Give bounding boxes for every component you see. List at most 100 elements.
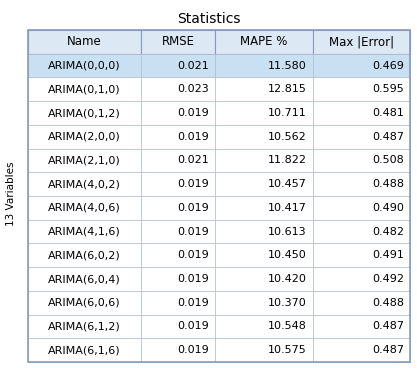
Text: 0.492: 0.492 — [372, 274, 404, 284]
Text: 0.488: 0.488 — [372, 179, 404, 189]
Text: 0.490: 0.490 — [372, 203, 404, 213]
Text: ARIMA(6,0,6): ARIMA(6,0,6) — [48, 298, 121, 308]
Text: 0.019: 0.019 — [177, 298, 209, 308]
Bar — [313, 149, 410, 172]
Bar — [313, 291, 410, 315]
Text: 10.370: 10.370 — [268, 298, 306, 308]
Text: 10.420: 10.420 — [268, 274, 306, 284]
Text: Name: Name — [67, 35, 102, 48]
Bar — [215, 196, 313, 220]
Bar — [28, 291, 141, 315]
Text: 10.711: 10.711 — [268, 108, 306, 118]
Bar — [28, 54, 141, 77]
Bar — [141, 172, 215, 196]
Text: 0.021: 0.021 — [177, 155, 209, 166]
Text: ARIMA(6,1,6): ARIMA(6,1,6) — [48, 345, 121, 355]
Text: 0.508: 0.508 — [372, 155, 404, 166]
Bar — [141, 149, 215, 172]
Text: 0.019: 0.019 — [177, 132, 209, 142]
Bar — [28, 338, 141, 362]
Text: MAPE %: MAPE % — [240, 35, 288, 48]
Bar — [215, 77, 313, 101]
Text: 11.580: 11.580 — [268, 61, 306, 71]
Bar — [215, 315, 313, 338]
Bar — [28, 125, 141, 149]
Text: 11.822: 11.822 — [268, 155, 306, 166]
Bar — [313, 338, 410, 362]
Text: ARIMA(2,1,0): ARIMA(2,1,0) — [48, 155, 121, 166]
Bar — [141, 101, 215, 125]
Text: ARIMA(2,0,0): ARIMA(2,0,0) — [48, 132, 121, 142]
Bar — [141, 315, 215, 338]
Bar — [313, 196, 410, 220]
Bar — [28, 172, 141, 196]
Text: 0.019: 0.019 — [177, 179, 209, 189]
Bar — [313, 125, 410, 149]
Bar — [141, 196, 215, 220]
Text: 0.487: 0.487 — [372, 321, 404, 332]
Bar — [215, 149, 313, 172]
Text: ARIMA(6,0,4): ARIMA(6,0,4) — [48, 274, 121, 284]
Text: 0.019: 0.019 — [177, 274, 209, 284]
Text: 10.575: 10.575 — [268, 345, 306, 355]
Bar — [313, 101, 410, 125]
Text: RMSE: RMSE — [161, 35, 194, 48]
Bar — [28, 101, 141, 125]
Text: 12.815: 12.815 — [268, 84, 306, 94]
Bar — [28, 30, 141, 54]
Bar — [215, 30, 313, 54]
Bar — [28, 196, 141, 220]
Bar — [141, 338, 215, 362]
Text: 0.481: 0.481 — [372, 108, 404, 118]
Bar — [215, 125, 313, 149]
Text: ARIMA(0,0,0): ARIMA(0,0,0) — [48, 61, 121, 71]
Bar — [313, 243, 410, 267]
Text: 0.595: 0.595 — [372, 84, 404, 94]
Text: 0.487: 0.487 — [372, 345, 404, 355]
Bar — [141, 267, 215, 291]
Text: 10.562: 10.562 — [268, 132, 306, 142]
Bar — [28, 220, 141, 243]
Bar — [141, 30, 215, 54]
Text: ARIMA(0,1,0): ARIMA(0,1,0) — [48, 84, 121, 94]
Bar — [313, 172, 410, 196]
Text: 0.023: 0.023 — [177, 84, 209, 94]
Bar — [313, 54, 410, 77]
Bar — [141, 243, 215, 267]
Text: 0.021: 0.021 — [177, 61, 209, 71]
Bar — [28, 77, 141, 101]
Bar — [28, 149, 141, 172]
Text: 13 Variables: 13 Variables — [6, 162, 16, 226]
Bar — [141, 77, 215, 101]
Bar — [313, 77, 410, 101]
Text: 0.491: 0.491 — [372, 250, 404, 260]
Text: 10.417: 10.417 — [268, 203, 306, 213]
Text: 0.019: 0.019 — [177, 227, 209, 237]
Bar — [28, 243, 141, 267]
Text: 10.548: 10.548 — [268, 321, 306, 332]
Text: ARIMA(4,1,6): ARIMA(4,1,6) — [48, 227, 121, 237]
Text: 0.019: 0.019 — [177, 345, 209, 355]
Bar — [141, 125, 215, 149]
Text: ARIMA(4,0,6): ARIMA(4,0,6) — [48, 203, 121, 213]
Text: ARIMA(6,0,2): ARIMA(6,0,2) — [48, 250, 121, 260]
Bar — [313, 30, 410, 54]
Text: 0.487: 0.487 — [372, 132, 404, 142]
Text: ARIMA(4,0,2): ARIMA(4,0,2) — [48, 179, 121, 189]
Text: 10.457: 10.457 — [268, 179, 306, 189]
Text: 10.450: 10.450 — [268, 250, 306, 260]
Text: 0.019: 0.019 — [177, 203, 209, 213]
Text: ARIMA(6,1,2): ARIMA(6,1,2) — [48, 321, 121, 332]
Bar — [215, 101, 313, 125]
Bar — [141, 220, 215, 243]
Bar — [141, 54, 215, 77]
Text: Max |Error|: Max |Error| — [329, 35, 394, 48]
Bar — [313, 315, 410, 338]
Text: ARIMA(0,1,2): ARIMA(0,1,2) — [48, 108, 121, 118]
Bar — [215, 338, 313, 362]
Bar — [215, 54, 313, 77]
Text: 10.613: 10.613 — [268, 227, 306, 237]
Text: 0.019: 0.019 — [177, 108, 209, 118]
Text: 0.482: 0.482 — [372, 227, 404, 237]
Bar — [215, 267, 313, 291]
